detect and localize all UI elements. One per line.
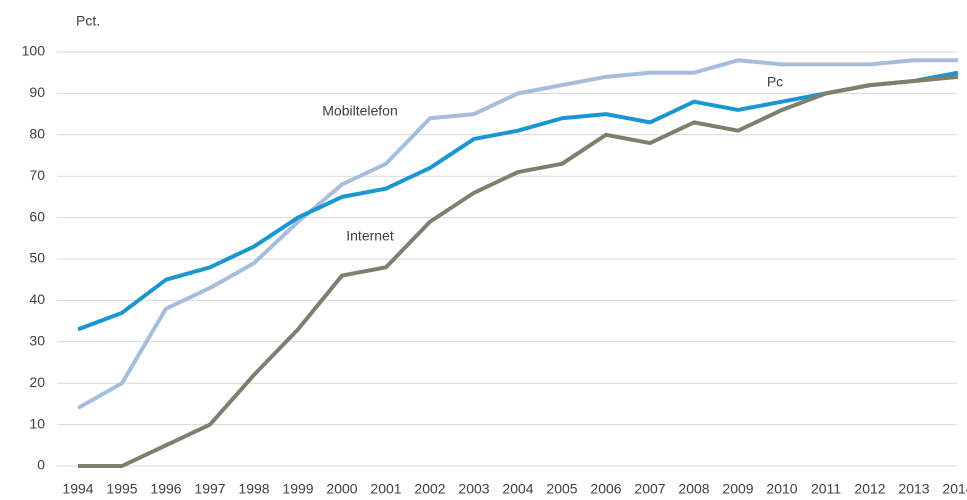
y-tick-label: 30 <box>29 333 45 349</box>
x-tick-label: 2014 <box>942 481 967 497</box>
series-label: Mobiltelefon <box>322 103 398 119</box>
x-tick-label: 1999 <box>282 481 313 497</box>
x-tick-label: 2011 <box>811 481 841 497</box>
line-series <box>77 58 958 410</box>
y-tick-label: 20 <box>29 374 45 390</box>
x-tick-label: 2008 <box>678 481 709 497</box>
x-tick-label: 1998 <box>238 481 269 497</box>
x-tick-label: 2006 <box>590 481 621 497</box>
y-tick-label: 40 <box>29 291 45 307</box>
x-tick-label: 1995 <box>106 481 137 497</box>
x-tick-label: 2010 <box>766 481 797 497</box>
x-tick-label: 1994 <box>62 481 93 497</box>
line-series <box>77 70 959 332</box>
x-tick-label: 2005 <box>546 481 577 497</box>
y-tick-label: 10 <box>29 415 45 431</box>
x-tick-label: 2009 <box>722 481 753 497</box>
series-label: Internet <box>346 228 394 244</box>
x-tick-label: 2012 <box>854 481 885 497</box>
y-tick-label: 60 <box>29 208 45 224</box>
y-tick-label: 80 <box>29 126 45 142</box>
y-tick-label: 90 <box>29 84 45 100</box>
x-tick-label: 2000 <box>326 481 357 497</box>
y-tick-label: 50 <box>29 250 45 266</box>
x-tick-label: 1997 <box>194 481 225 497</box>
series-label: Pc <box>767 74 783 90</box>
x-tick-label: 1996 <box>150 481 181 497</box>
y-tick-label: 70 <box>29 167 45 183</box>
y-tick-label: 100 <box>22 43 46 59</box>
line-series <box>78 74 959 468</box>
x-tick-label: 2007 <box>634 481 665 497</box>
x-tick-label: 2004 <box>502 481 533 497</box>
x-tick-label: 2001 <box>370 481 401 497</box>
y-axis-label: Pct. <box>76 13 100 29</box>
y-tick-label: 0 <box>37 457 45 473</box>
x-tick-label: 2003 <box>458 481 489 497</box>
x-tick-label: 2013 <box>898 481 929 497</box>
x-tick-label: 2002 <box>414 481 445 497</box>
